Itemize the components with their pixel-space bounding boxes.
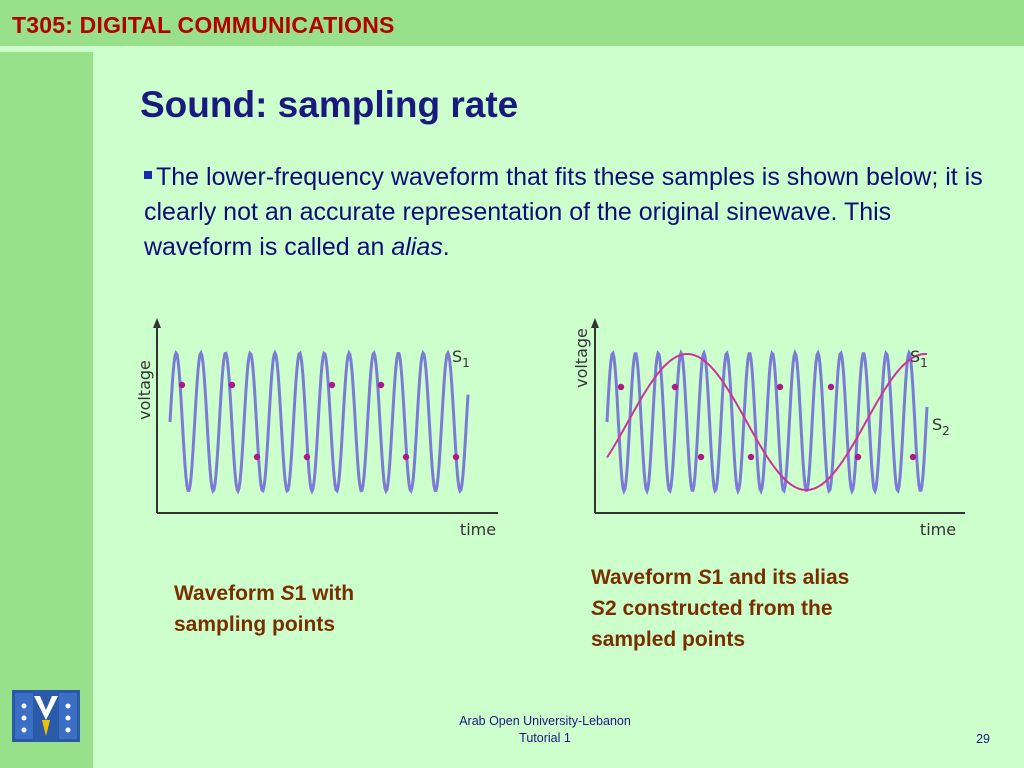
sample-points xyxy=(617,383,917,461)
sample-point xyxy=(402,453,410,461)
y-axis-label: voltage xyxy=(135,360,154,420)
x-axis-label: time xyxy=(920,520,956,539)
series-s1-line xyxy=(605,348,929,496)
sample-point xyxy=(253,453,261,461)
sample-point xyxy=(452,453,460,461)
body-paragraph: The lower-frequency waveform that fits t… xyxy=(144,160,984,265)
sample-point xyxy=(671,383,679,391)
sample-point xyxy=(377,381,385,389)
sample-point xyxy=(747,453,755,461)
slide-heading: Sound: sampling rate xyxy=(140,84,519,125)
bullet-icon xyxy=(144,171,152,180)
waveform-s1-s2-diagram: voltage time S1 S2 xyxy=(572,318,965,539)
series-s1-label: S1 xyxy=(910,347,928,370)
university-logo-icon xyxy=(12,690,80,742)
course-title: T305: DIGITAL COMMUNICATIONS xyxy=(12,12,395,38)
left-sidebar-bar xyxy=(0,52,93,768)
waveform-s1-diagram: voltage time S1 xyxy=(135,318,498,539)
sample-points xyxy=(178,381,460,461)
sample-point xyxy=(776,383,784,391)
sample-point xyxy=(827,383,835,391)
series-s2-label: S2 xyxy=(932,415,950,438)
series-s2-alias-line xyxy=(606,353,928,491)
series-s1-label: S1 xyxy=(452,347,470,370)
body-text-term: alias xyxy=(391,233,443,261)
footer-university: Arab Open University-Lebanon xyxy=(459,714,631,728)
page-number: 29 xyxy=(976,732,990,746)
footer-tutorial: Tutorial 1 xyxy=(519,731,571,745)
sample-point xyxy=(328,381,336,389)
sample-point xyxy=(303,453,311,461)
caption-right: Waveform S1 and its alias S2 constructed … xyxy=(591,566,850,651)
sample-point xyxy=(617,383,625,391)
footer-text: Arab Open University-Lebanon Tutorial 1 xyxy=(420,713,670,747)
series-s1-line xyxy=(168,349,470,495)
y-axis-label: voltage xyxy=(572,328,591,388)
sample-point xyxy=(178,381,186,389)
sample-point xyxy=(909,453,917,461)
sample-point xyxy=(228,381,236,389)
header-bar: T305: DIGITAL COMMUNICATIONS xyxy=(0,0,1024,46)
body-text-end: . xyxy=(442,233,450,261)
y-axis-arrow-icon xyxy=(591,318,599,328)
sample-point xyxy=(697,453,705,461)
y-axis-arrow-icon xyxy=(153,318,161,328)
x-axis-label: time xyxy=(460,520,496,539)
body-text-main: The lower-frequency waveform that fits t… xyxy=(144,163,983,261)
caption-left: Waveform S1 with sampling points xyxy=(174,582,355,636)
sample-point xyxy=(854,453,862,461)
